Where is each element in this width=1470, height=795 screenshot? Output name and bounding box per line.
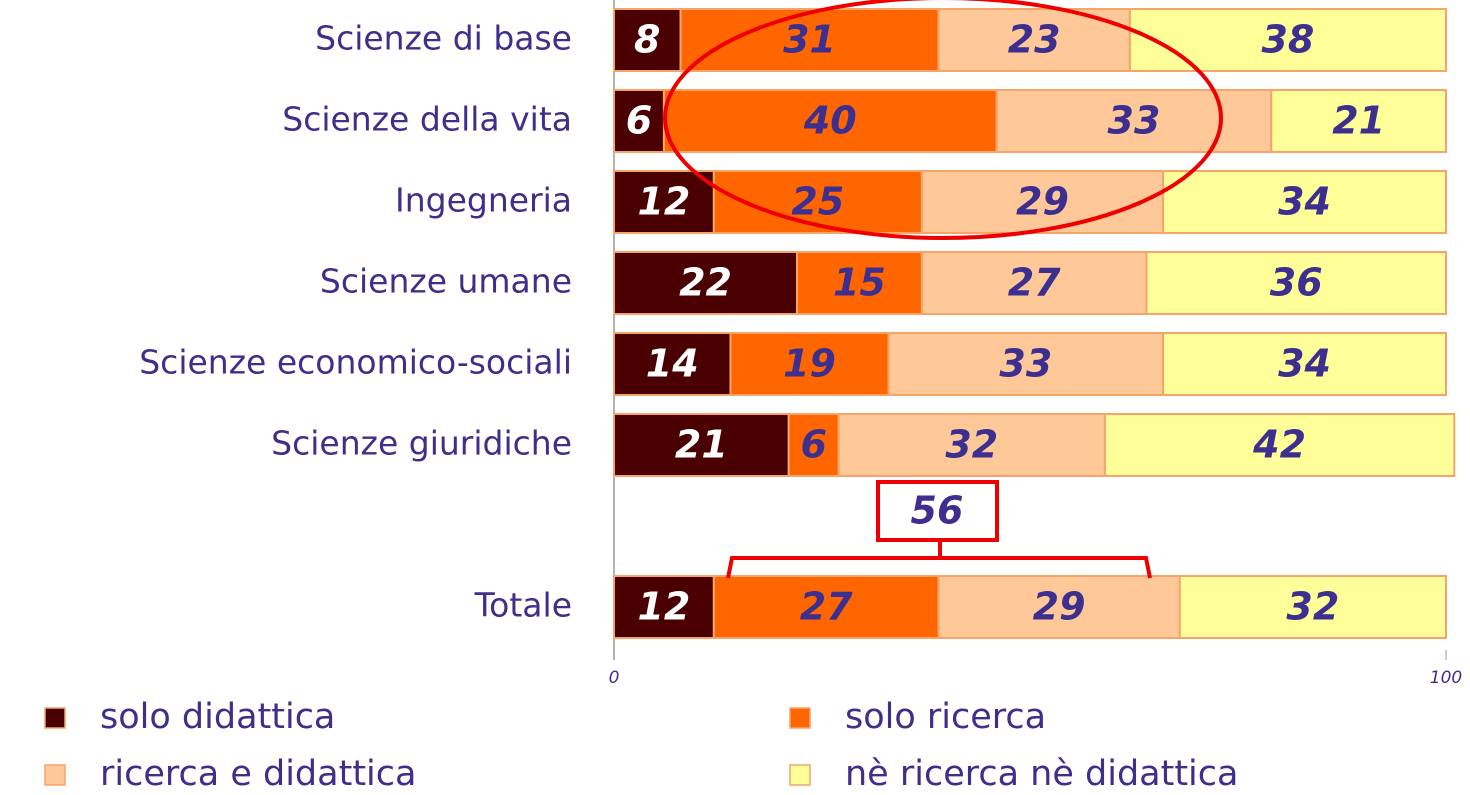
value-label: 32 bbox=[945, 423, 998, 467]
bar-segment bbox=[887, 332, 1165, 396]
legend-swatch bbox=[44, 707, 66, 729]
value-label: 23 bbox=[1008, 18, 1061, 62]
bar-segment bbox=[1162, 332, 1447, 396]
value-label: 33 bbox=[999, 342, 1052, 386]
value-label: 12 bbox=[637, 585, 690, 629]
annotation-label: 56 bbox=[911, 489, 964, 533]
bar-segment bbox=[1128, 8, 1447, 72]
value-label: 21 bbox=[675, 423, 728, 467]
legend-swatch bbox=[44, 764, 66, 786]
value-label: 8 bbox=[634, 18, 660, 62]
value-label: 27 bbox=[800, 585, 853, 629]
value-label: 38 bbox=[1261, 18, 1314, 62]
bar-segment bbox=[613, 170, 715, 234]
bar-segment bbox=[712, 575, 940, 639]
value-label: 32 bbox=[1286, 585, 1339, 629]
value-label: 31 bbox=[783, 18, 836, 62]
legend-label: nè ricerca nè didattica bbox=[845, 754, 1238, 794]
value-label: 36 bbox=[1270, 261, 1323, 305]
value-label: 42 bbox=[1252, 423, 1306, 467]
bar-segment bbox=[796, 251, 923, 315]
value-label: 34 bbox=[1278, 342, 1331, 386]
legend-swatch bbox=[789, 764, 811, 786]
value-label: 22 bbox=[679, 261, 732, 305]
category-label: Totale bbox=[474, 586, 572, 625]
value-label: 29 bbox=[1033, 585, 1086, 629]
value-label: 14 bbox=[646, 342, 699, 386]
value-label: 29 bbox=[1016, 180, 1069, 224]
bar-segment bbox=[1162, 170, 1447, 234]
bar-segment bbox=[729, 332, 890, 396]
bar-segment bbox=[613, 251, 799, 315]
legend-label: ricerca e didattica bbox=[100, 754, 416, 794]
bar-segment bbox=[1103, 413, 1456, 477]
value-label: 33 bbox=[1108, 99, 1161, 143]
legend-label: solo ricerca bbox=[845, 697, 1046, 737]
value-label: 12 bbox=[637, 180, 690, 224]
category-label: Scienze umane bbox=[320, 262, 572, 301]
x-tick-label: 100 bbox=[1430, 668, 1462, 688]
category-label: Scienze della vita bbox=[282, 100, 572, 139]
bar-segment bbox=[613, 413, 790, 477]
bar-segment bbox=[920, 251, 1148, 315]
bracket bbox=[726, 540, 1152, 579]
category-label: Scienze economico-sociali bbox=[139, 343, 572, 382]
bar-segment bbox=[920, 170, 1165, 234]
value-label: 19 bbox=[783, 342, 836, 386]
value-label: 6 bbox=[626, 99, 652, 143]
bar-segment bbox=[937, 575, 1181, 639]
legend-label: solo didattica bbox=[100, 697, 335, 737]
bar-segment bbox=[679, 8, 940, 72]
value-label: 6 bbox=[800, 423, 826, 467]
highlight-ellipse bbox=[663, 0, 1223, 240]
value-label: 27 bbox=[1008, 261, 1061, 305]
category-label: Scienze di base bbox=[315, 19, 572, 58]
bar-segment bbox=[1145, 251, 1447, 315]
bar-segment bbox=[613, 332, 732, 396]
value-label: 40 bbox=[803, 99, 857, 143]
value-label: 21 bbox=[1332, 99, 1385, 143]
bar-segment bbox=[662, 89, 998, 153]
bar-segment bbox=[837, 413, 1106, 477]
annotation-box bbox=[876, 480, 999, 542]
x-tick-label: 0 bbox=[609, 668, 620, 688]
bar-segment bbox=[1270, 89, 1448, 153]
category-label: Ingegneria bbox=[395, 181, 572, 220]
bar-segment bbox=[1178, 575, 1447, 639]
value-label: 25 bbox=[791, 180, 844, 224]
value-label: 15 bbox=[833, 261, 886, 305]
legend-swatch bbox=[789, 707, 811, 729]
value-label: 34 bbox=[1278, 180, 1331, 224]
category-label: Scienze giuridiche bbox=[271, 424, 572, 463]
